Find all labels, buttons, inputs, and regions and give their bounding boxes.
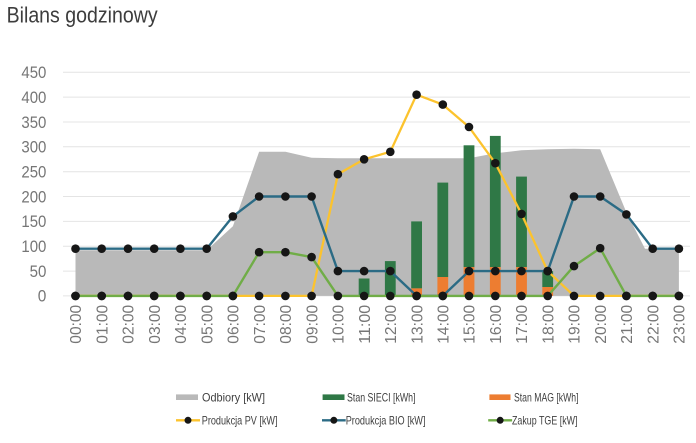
svg-text:22:00: 22:00 [645, 305, 662, 344]
svg-text:05:00: 05:00 [199, 305, 216, 344]
svg-text:Produkcja BIO [kW]: Produkcja BIO [kW] [346, 413, 426, 427]
svg-text:50: 50 [30, 263, 47, 281]
svg-text:150: 150 [21, 213, 46, 231]
svg-text:Bilans godzinowy: Bilans godzinowy [7, 2, 158, 27]
svg-text:11:00: 11:00 [357, 305, 374, 344]
svg-text:10:00: 10:00 [331, 305, 348, 344]
svg-text:200: 200 [21, 188, 46, 206]
svg-text:06:00: 06:00 [226, 305, 243, 344]
svg-text:0: 0 [38, 288, 47, 306]
svg-text:08:00: 08:00 [278, 305, 295, 344]
svg-text:13:00: 13:00 [409, 305, 426, 344]
svg-text:300: 300 [21, 139, 46, 157]
svg-text:03:00: 03:00 [147, 305, 164, 344]
svg-text:Odbiory [kW]: Odbiory [kW] [202, 390, 265, 404]
svg-text:Zakup TGE [kW]: Zakup TGE [kW] [512, 413, 578, 427]
svg-text:450: 450 [21, 64, 46, 82]
svg-text:20:00: 20:00 [593, 305, 610, 344]
svg-text:Produkcja PV [kW]: Produkcja PV [kW] [202, 413, 278, 427]
svg-text:19:00: 19:00 [567, 305, 584, 344]
svg-text:100: 100 [21, 238, 46, 256]
svg-text:Stan MAG [kWh]: Stan MAG [kWh] [514, 390, 579, 404]
svg-text:23:00: 23:00 [672, 305, 689, 344]
svg-text:14:00: 14:00 [436, 305, 453, 344]
svg-text:250: 250 [21, 164, 46, 182]
svg-text:16:00: 16:00 [488, 305, 505, 344]
svg-text:12:00: 12:00 [383, 305, 400, 344]
svg-text:04:00: 04:00 [173, 305, 190, 344]
svg-text:21:00: 21:00 [619, 305, 636, 344]
svg-text:350: 350 [21, 114, 46, 132]
svg-text:01:00: 01:00 [94, 305, 111, 344]
svg-text:18:00: 18:00 [540, 305, 557, 344]
svg-text:00:00: 00:00 [68, 305, 85, 344]
svg-text:02:00: 02:00 [121, 305, 138, 344]
svg-text:15:00: 15:00 [462, 305, 479, 344]
svg-text:17:00: 17:00 [514, 305, 531, 344]
svg-text:Stan SIECI [kWh]: Stan SIECI [kWh] [347, 390, 416, 404]
svg-text:09:00: 09:00 [304, 305, 321, 344]
svg-text:07:00: 07:00 [252, 305, 269, 344]
svg-text:400: 400 [21, 89, 46, 107]
